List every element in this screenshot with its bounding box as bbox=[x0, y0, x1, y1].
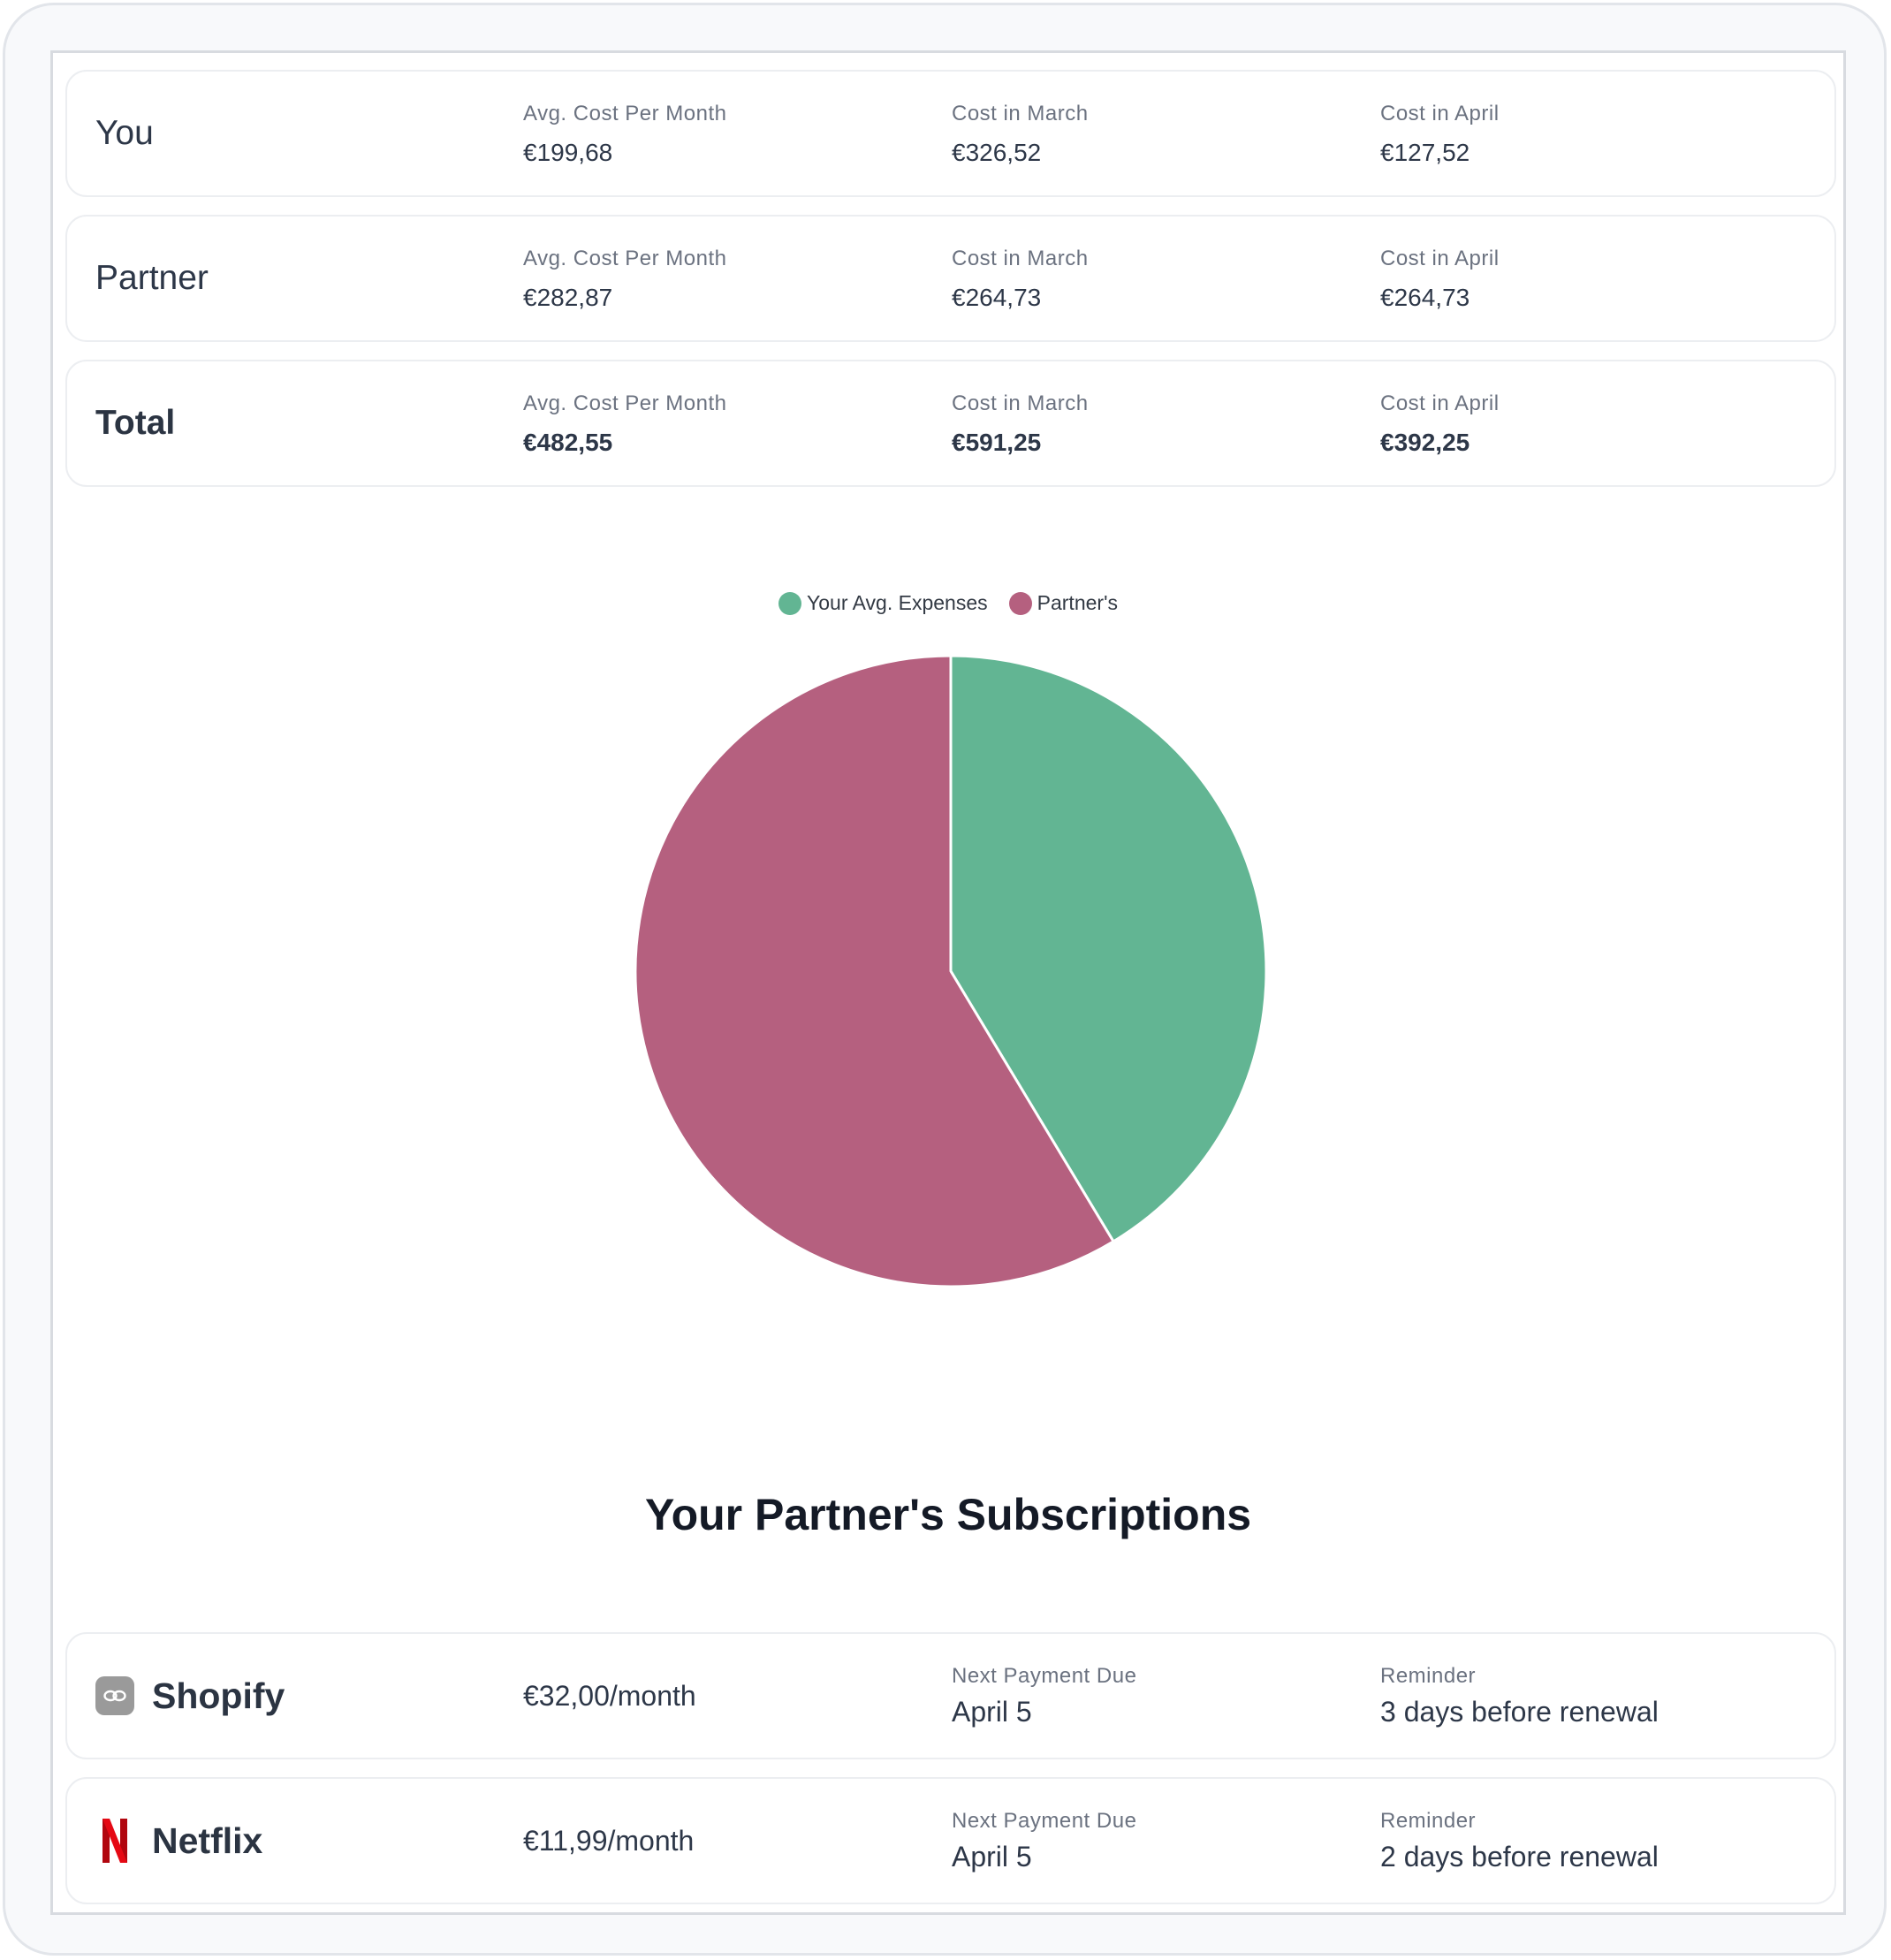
pie-chart bbox=[634, 654, 1268, 1288]
avg-cost-value: €199,68 bbox=[523, 139, 613, 166]
netflix-icon bbox=[95, 1819, 134, 1863]
avg-cost-value: €482,55 bbox=[523, 429, 613, 456]
reminder-label: Reminder bbox=[1380, 1664, 1477, 1688]
reminder-value: 2 days before renewal bbox=[1380, 1841, 1659, 1873]
subscription-price: €32,00/month bbox=[523, 1679, 696, 1712]
march-cost-col: Cost in March €326,52 bbox=[952, 102, 1089, 167]
april-cost-col: Cost in April €392,25 bbox=[1380, 391, 1500, 457]
reminder-col: Reminder 3 days before renewal bbox=[1380, 1664, 1659, 1728]
march-cost-label: Cost in March bbox=[952, 247, 1089, 270]
subscription-name: Netflix bbox=[95, 1779, 262, 1903]
april-cost-label: Cost in April bbox=[1380, 247, 1500, 270]
avg-cost-col: Avg. Cost Per Month €282,87 bbox=[523, 247, 727, 312]
pie-slice-partner[interactable] bbox=[634, 654, 1115, 1288]
avg-cost-col: Avg. Cost Per Month €482,55 bbox=[523, 391, 727, 457]
next-payment-col: Next Payment Due April 5 bbox=[952, 1664, 1136, 1728]
subscription-row-netflix[interactable]: Netflix €11,99/month Next Payment Due Ap… bbox=[65, 1777, 1836, 1904]
legend-swatch-you bbox=[778, 591, 802, 615]
row-name: Total bbox=[95, 404, 176, 442]
next-payment-label: Next Payment Due bbox=[952, 1809, 1137, 1833]
app-screen: You Avg. Cost Per Month €199,68 Cost in … bbox=[50, 50, 1846, 1915]
shopify-icon bbox=[95, 1676, 134, 1715]
avg-cost-label: Avg. Cost Per Month bbox=[523, 102, 727, 125]
next-payment-col: Next Payment Due April 5 bbox=[952, 1809, 1136, 1873]
april-cost-value: €392,25 bbox=[1380, 429, 1470, 456]
march-cost-value: €326,52 bbox=[952, 139, 1042, 166]
subscription-price: €11,99/month bbox=[523, 1824, 695, 1857]
chart-legend: Your Avg. Expenses Partner's bbox=[53, 591, 1843, 615]
avg-cost-label: Avg. Cost Per Month bbox=[523, 391, 727, 415]
summary-row-partner[interactable]: Partner Avg. Cost Per Month €282,87 Cost… bbox=[65, 215, 1836, 342]
legend-label-partner: Partner's bbox=[1037, 591, 1118, 614]
legend-item-you[interactable]: Your Avg. Expenses bbox=[778, 591, 988, 615]
subscription-name-label: Netflix bbox=[152, 1819, 263, 1861]
summary-row-you[interactable]: You Avg. Cost Per Month €199,68 Cost in … bbox=[65, 70, 1836, 197]
legend-swatch-partner bbox=[1008, 591, 1032, 615]
april-cost-col: Cost in April €264,73 bbox=[1380, 247, 1500, 312]
row-name: You bbox=[95, 114, 154, 152]
april-cost-label: Cost in April bbox=[1380, 391, 1500, 415]
april-cost-label: Cost in April bbox=[1380, 102, 1500, 125]
subscription-name-label: Shopify bbox=[152, 1675, 285, 1716]
next-payment-value: April 5 bbox=[952, 1696, 1032, 1728]
next-payment-label: Next Payment Due bbox=[952, 1664, 1137, 1688]
march-cost-col: Cost in March €591,25 bbox=[952, 391, 1089, 457]
legend-item-partner[interactable]: Partner's bbox=[1008, 591, 1118, 615]
next-payment-value: April 5 bbox=[952, 1841, 1032, 1873]
march-cost-value: €264,73 bbox=[952, 284, 1042, 311]
april-cost-value: €127,52 bbox=[1380, 139, 1470, 166]
march-cost-label: Cost in March bbox=[952, 391, 1089, 415]
avg-cost-label: Avg. Cost Per Month bbox=[523, 247, 727, 270]
reminder-label: Reminder bbox=[1380, 1809, 1477, 1833]
row-name: Partner bbox=[95, 259, 209, 297]
pie-slice-you[interactable] bbox=[949, 654, 1268, 1243]
avg-cost-value: €282,87 bbox=[523, 284, 613, 311]
legend-label-you: Your Avg. Expenses bbox=[807, 591, 988, 614]
summary-row-total[interactable]: Total Avg. Cost Per Month €482,55 Cost i… bbox=[65, 360, 1836, 487]
subscription-name: Shopify bbox=[95, 1634, 285, 1758]
subscription-row-shopify[interactable]: Shopify €32,00/month Next Payment Due Ap… bbox=[65, 1632, 1836, 1759]
subscriptions-title: Your Partner's Subscriptions bbox=[644, 1490, 1252, 1539]
device-frame: You Avg. Cost Per Month €199,68 Cost in … bbox=[3, 3, 1887, 1956]
avg-cost-col: Avg. Cost Per Month €199,68 bbox=[523, 102, 727, 167]
march-cost-label: Cost in March bbox=[952, 102, 1089, 125]
april-cost-col: Cost in April €127,52 bbox=[1380, 102, 1500, 167]
april-cost-value: €264,73 bbox=[1380, 284, 1470, 311]
reminder-value: 3 days before renewal bbox=[1380, 1696, 1659, 1728]
march-cost-value: €591,25 bbox=[952, 429, 1042, 456]
march-cost-col: Cost in March €264,73 bbox=[952, 247, 1089, 312]
reminder-col: Reminder 2 days before renewal bbox=[1380, 1809, 1659, 1873]
